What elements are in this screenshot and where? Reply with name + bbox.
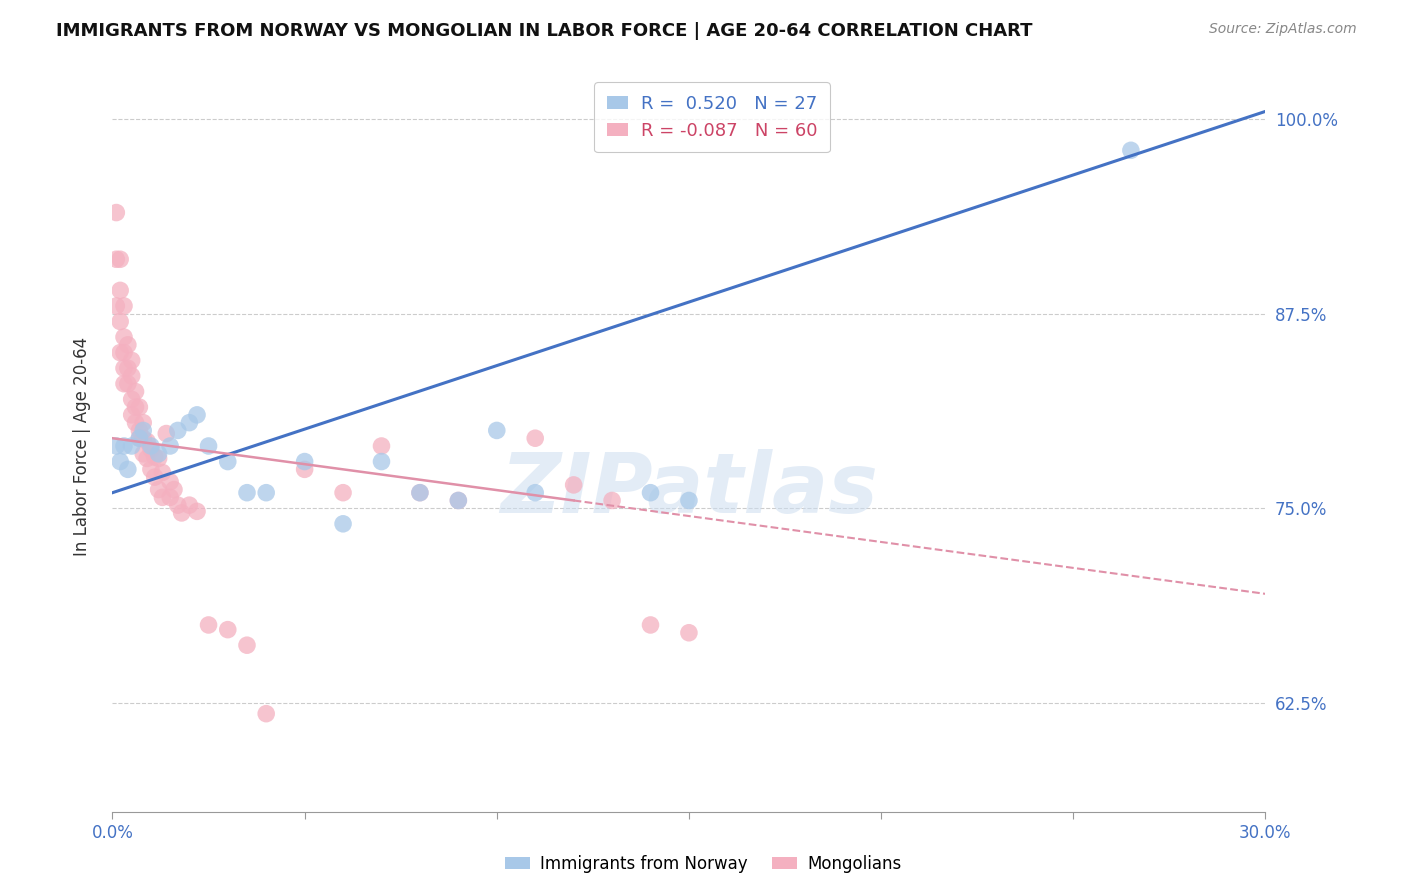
Point [121, 368, 143, 383]
Point [148, 451, 170, 466]
Point [117, 376, 139, 391]
Point [163, 483, 186, 497]
Point [152, 466, 174, 480]
Point [143, 470, 166, 484]
Point [112, 376, 135, 391]
Point [148, 483, 170, 497]
Point [197, 618, 219, 632]
Point [447, 493, 470, 508]
Point [112, 330, 135, 344]
Point [152, 491, 174, 505]
Point [132, 431, 155, 445]
Point [254, 706, 277, 721]
Point [108, 345, 131, 359]
Point [121, 392, 143, 407]
Point [197, 439, 219, 453]
Point [166, 498, 188, 512]
Point [108, 314, 131, 328]
Point [678, 625, 700, 640]
Point [112, 439, 135, 453]
Point [112, 345, 135, 359]
Point [105, 439, 128, 453]
Point [108, 454, 131, 468]
Point [179, 416, 201, 430]
Point [105, 299, 128, 313]
Point [117, 338, 139, 352]
Point [121, 439, 143, 453]
Point [128, 400, 150, 414]
Text: IMMIGRANTS FROM NORWAY VS MONGOLIAN IN LABOR FORCE | AGE 20-64 CORRELATION CHART: IMMIGRANTS FROM NORWAY VS MONGOLIAN IN L… [56, 22, 1033, 40]
Point [640, 618, 662, 632]
Point [409, 485, 432, 500]
Point [447, 493, 470, 508]
Legend: R =  0.520   N = 27, R = -0.087   N = 60: R = 0.520 N = 27, R = -0.087 N = 60 [593, 82, 830, 153]
Point [640, 485, 662, 500]
Point [124, 416, 146, 430]
Point [105, 252, 128, 267]
Point [186, 408, 208, 422]
Point [159, 475, 181, 489]
Point [159, 491, 181, 505]
Point [166, 424, 188, 438]
Point [108, 252, 131, 267]
Point [236, 485, 259, 500]
Point [105, 205, 128, 219]
Point [117, 462, 139, 476]
Point [136, 451, 159, 466]
Point [124, 384, 146, 399]
Point [186, 504, 208, 518]
Point [108, 284, 131, 298]
Point [112, 361, 135, 376]
Point [294, 454, 316, 468]
Point [121, 408, 143, 422]
Point [121, 353, 143, 368]
Point [562, 478, 585, 492]
Point [524, 485, 547, 500]
Point [485, 424, 508, 438]
Point [409, 485, 432, 500]
Point [139, 442, 162, 456]
Point [236, 638, 259, 652]
Point [155, 426, 177, 441]
Point [136, 434, 159, 449]
Point [294, 462, 316, 476]
Point [217, 623, 239, 637]
Point [139, 462, 162, 476]
Point [678, 493, 700, 508]
Point [112, 299, 135, 313]
Point [332, 516, 354, 531]
Text: In Labor Force | Age 20-64: In Labor Force | Age 20-64 [73, 336, 91, 556]
Point [600, 493, 623, 508]
Point [139, 439, 162, 453]
Point [132, 447, 155, 461]
Point [159, 439, 181, 453]
Point [524, 431, 547, 445]
Point [254, 485, 277, 500]
Point [217, 454, 239, 468]
Point [128, 431, 150, 445]
Point [132, 416, 155, 430]
Point [132, 424, 155, 438]
Point [170, 506, 193, 520]
Point [179, 498, 201, 512]
Text: Source: ZipAtlas.com: Source: ZipAtlas.com [1209, 22, 1357, 37]
Point [148, 447, 170, 461]
Point [128, 431, 150, 445]
Point [1119, 144, 1142, 158]
Point [128, 424, 150, 438]
Text: ZIPatlas: ZIPatlas [501, 450, 877, 531]
Point [370, 454, 392, 468]
Point [143, 450, 166, 464]
Point [370, 439, 392, 453]
Point [332, 485, 354, 500]
Point [117, 361, 139, 376]
Legend: Immigrants from Norway, Mongolians: Immigrants from Norway, Mongolians [498, 848, 908, 880]
Point [124, 400, 146, 414]
